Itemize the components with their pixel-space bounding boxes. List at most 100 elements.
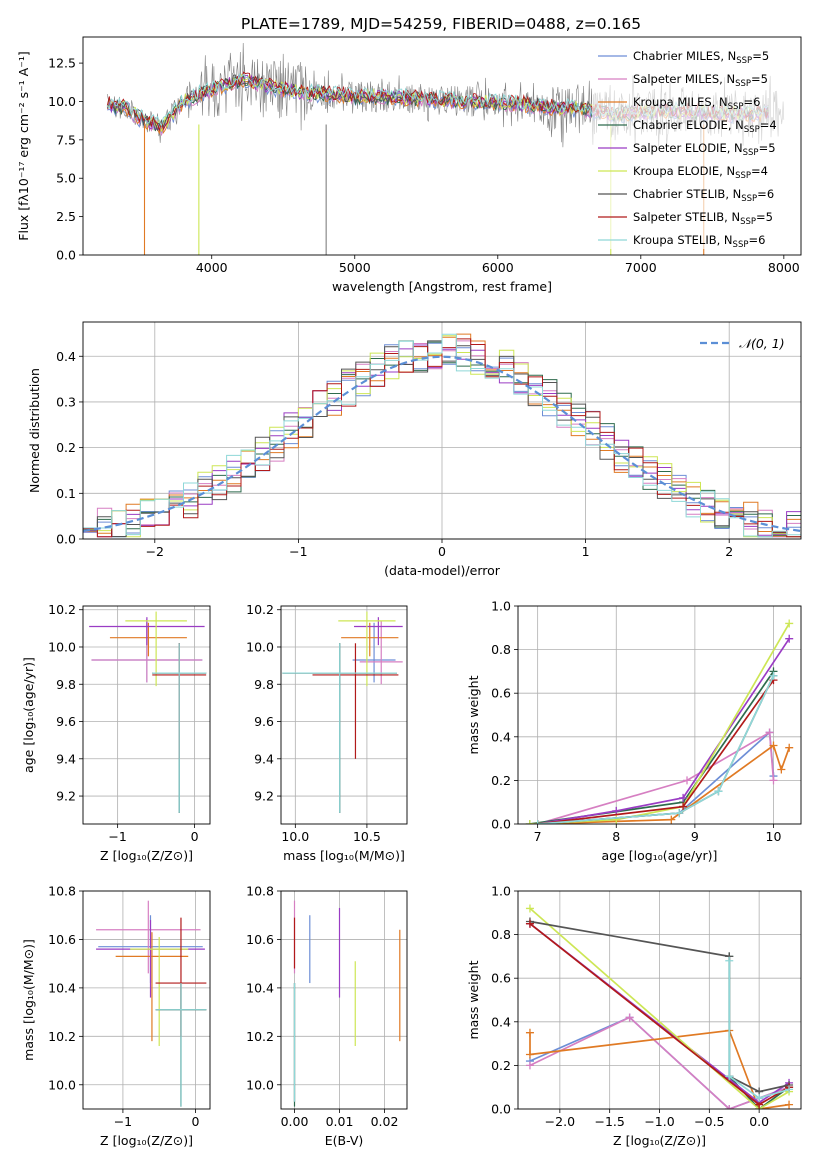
legend-eq: = <box>757 187 767 201</box>
weight-marker <box>769 776 778 785</box>
y-tick-label: 0.2 <box>56 440 76 455</box>
legend-n-symbol: , N <box>712 95 728 109</box>
y-tick-label: 0.0 <box>491 1102 511 1117</box>
y-tick-label: 0.2 <box>491 1058 511 1073</box>
weight-marker <box>777 765 786 774</box>
y-tick-label: 0.4 <box>491 1014 511 1029</box>
legend-ssp-sub: SSP <box>744 125 760 135</box>
x-axis-label: wavelength [Angstrom, rest frame] <box>332 279 552 294</box>
legend-nssp-value: 5 <box>762 49 769 63</box>
weight-marker <box>679 793 688 802</box>
x-tick-label: 0.02 <box>371 1114 399 1129</box>
y-tick-label: 12.5 <box>48 56 76 71</box>
y-tick-label: 1.0 <box>491 599 511 614</box>
weight-marker <box>785 634 794 643</box>
x-tick-label: 10.5 <box>353 829 381 844</box>
x-tick-label: 8 <box>612 829 620 844</box>
x-axis-label: E(B-V) <box>325 1133 364 1148</box>
y-tick-label: 0.6 <box>491 971 511 986</box>
legend-n-symbol: , N <box>724 210 740 224</box>
axes-frame <box>82 36 802 256</box>
legend-eq: = <box>748 233 758 247</box>
axes-frame <box>517 605 802 825</box>
weight-marker <box>612 815 621 824</box>
weight-marker <box>625 1013 634 1022</box>
x-tick-label: 9 <box>691 829 699 844</box>
legend-ssp-sub: SSP <box>728 102 744 112</box>
x-tick-label: 0 <box>438 544 446 559</box>
legend-n-symbol: , N <box>725 187 741 201</box>
legend-ssp-sub: SSP <box>740 217 756 227</box>
weight-line-2 <box>537 730 775 824</box>
legend-model-name: Kroupa STELIB <box>633 233 717 247</box>
axes-frame <box>280 890 408 1110</box>
y-tick-label: 10.2 <box>48 602 76 617</box>
axes-frame <box>280 605 408 825</box>
y-tick-label: 9.2 <box>254 789 274 804</box>
plot-area-age_vs_Z <box>89 611 207 813</box>
y-tick-label: 10.4 <box>246 980 274 995</box>
panel-massweight_vs_Z: −2.0 −1.5 −1.0 −0.5 0.0 0.0 0.2 0.4 0.6 0.8 1.0 Z [… <box>466 884 802 1148</box>
y-tick-label: 10.0 <box>48 94 76 109</box>
weight-line-4 <box>529 670 775 824</box>
axes-frame <box>82 321 802 540</box>
x-tick-label: 6000 <box>482 260 514 275</box>
x-tick-label: 0 <box>192 1114 200 1129</box>
x-tick-label: 7000 <box>625 260 657 275</box>
y-tick-label: 9.6 <box>254 714 274 729</box>
y-tick-label: 9.4 <box>254 751 274 766</box>
y-tick-label: 0.6 <box>491 686 511 701</box>
y-tick-label: 9.2 <box>56 789 76 804</box>
x-tick-label: −1.0 <box>644 1114 674 1129</box>
legend-entry: Kroupa STELIB, NSSP=6 <box>633 233 765 250</box>
weight-marker <box>533 820 542 824</box>
y-tick-label: 10.2 <box>48 1029 76 1044</box>
x-tick-label: −1 <box>114 1114 132 1129</box>
y-tick-label: 10.0 <box>48 1077 76 1092</box>
y-tick-label: 9.4 <box>56 751 76 766</box>
legend-eq: = <box>743 95 753 109</box>
weight-line-6 <box>529 907 790 1109</box>
legend-eq: = <box>760 118 770 132</box>
weight-marker <box>725 956 734 965</box>
legend-eq: = <box>751 72 761 86</box>
legend-eq: = <box>756 210 766 224</box>
x-tick-label: 10 <box>766 829 782 844</box>
legend-entry: Chabrier ELODIE, NSSP=4 <box>633 118 777 135</box>
panel-age_vs_mass: 10.0 10.5 9.2 9.4 9.6 9.8 10.0 10.2 mass [log₁₀(… <box>246 602 408 863</box>
legend-nssp-value: 6 <box>753 95 760 109</box>
weight-marker <box>785 743 794 752</box>
weight-marker <box>765 728 774 737</box>
plot-area-mass_vs_Z <box>96 900 207 1107</box>
legend-ssp-sub: SSP <box>736 56 752 66</box>
y-tick-label: 0.2 <box>491 773 511 788</box>
y-tick-label: 10.8 <box>48 884 76 899</box>
legend-eq: = <box>751 164 761 178</box>
legend-nssp-value: 5 <box>761 72 768 86</box>
weight-marker <box>525 1050 534 1059</box>
x-tick-label: 0.01 <box>326 1114 354 1129</box>
axes-frame <box>82 890 211 1110</box>
legend-ssp-sub: SSP <box>735 79 751 89</box>
y-tick-label: 2.5 <box>56 209 76 224</box>
y-tick-label: 0.0 <box>56 532 76 547</box>
y-tick-label: 0.8 <box>491 642 511 657</box>
x-axis-label: age [log₁₀(age/yr)] <box>602 848 718 863</box>
plot-area-residuals <box>83 333 801 538</box>
x-tick-label: −1.5 <box>594 1114 624 1129</box>
y-tick-label: 0.3 <box>56 394 76 409</box>
weight-marker <box>525 820 534 824</box>
legend-ssp-sub: SSP <box>741 194 757 204</box>
y-tick-label: 7.5 <box>56 132 76 147</box>
weight-marker <box>769 671 778 680</box>
legend-model-name: Kroupa ELODIE <box>633 164 719 178</box>
y-tick-label: 1.0 <box>491 884 511 899</box>
legend-n-symbol: , N <box>719 72 735 86</box>
legend-nssp-value: 5 <box>766 210 773 224</box>
legend-model-name: Kroupa MILES <box>633 95 712 109</box>
x-axis-label: mass [log₁₀(M/M⊙)] <box>283 848 405 863</box>
x-tick-label: −2 <box>146 544 164 559</box>
plot-area-massweight_vs_Z <box>525 904 794 1109</box>
y-tick-label: 10.4 <box>48 980 76 995</box>
